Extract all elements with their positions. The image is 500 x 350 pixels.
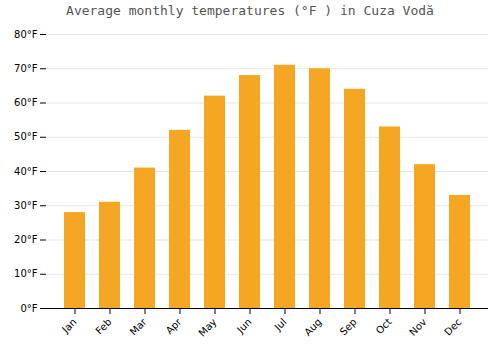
svg-text:40°F: 40°F xyxy=(14,166,38,177)
svg-text:70°F: 70°F xyxy=(14,63,38,74)
svg-text:Oct: Oct xyxy=(374,316,394,336)
svg-text:Mar: Mar xyxy=(128,316,150,338)
svg-text:80°F: 80°F xyxy=(14,29,38,40)
svg-text:Nov: Nov xyxy=(407,316,429,338)
svg-text:50°F: 50°F xyxy=(14,131,38,142)
svg-text:10°F: 10°F xyxy=(14,268,38,279)
svg-text:Jul: Jul xyxy=(272,316,289,333)
svg-text:Apr: Apr xyxy=(164,316,185,337)
svg-text:Dec: Dec xyxy=(442,316,463,337)
svg-text:Feb: Feb xyxy=(93,316,113,336)
svg-text:Sep: Sep xyxy=(338,316,359,337)
svg-text:Jun: Jun xyxy=(234,316,254,336)
svg-text:Aug: Aug xyxy=(302,316,324,338)
svg-text:60°F: 60°F xyxy=(14,97,38,108)
svg-text:30°F: 30°F xyxy=(14,200,38,211)
html-text:Average monthly temperatures (: Average monthly temperatures (°F ) in Cu… xyxy=(66,3,434,18)
svg-text:May: May xyxy=(196,316,218,338)
svg-text:0°F: 0°F xyxy=(20,303,37,314)
svg-text:20°F: 20°F xyxy=(14,234,38,245)
svg-text:Jan: Jan xyxy=(59,316,78,335)
